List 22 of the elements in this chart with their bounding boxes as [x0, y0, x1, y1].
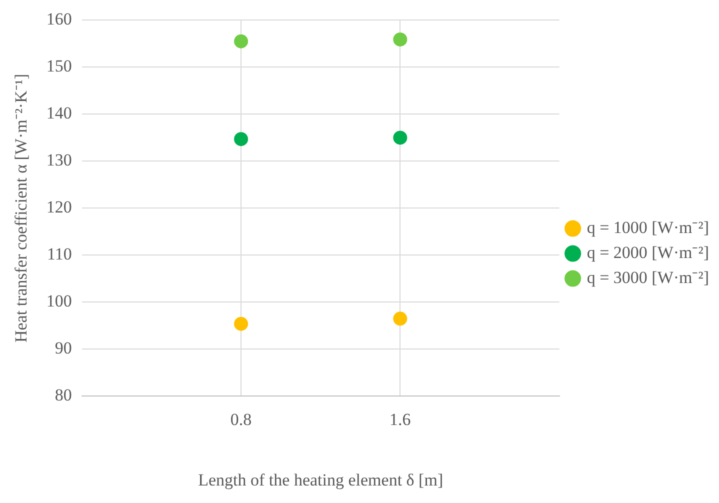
y-tick-label: 140	[46, 104, 72, 123]
legend-label: q = 3000 [W·m⁻²]	[586, 268, 709, 287]
x-tick-label: 0.8	[230, 410, 252, 429]
y-tick-label: 160	[46, 10, 72, 29]
y-tick-label: 90	[54, 338, 72, 358]
point	[234, 34, 248, 48]
legend-label: q = 1000 [W·m⁻²]	[586, 218, 709, 237]
y-tick-label: 130	[46, 150, 72, 170]
legend-label: q = 2000 [W·m⁻²]	[586, 242, 709, 262]
x-axis-title: Length of the heating element δ [m]	[198, 470, 444, 490]
y-tick-label: 80	[54, 386, 72, 405]
point	[234, 316, 248, 331]
y-tick-label: 150	[46, 56, 72, 76]
point	[393, 312, 408, 326]
x-tick-label: 1.6	[390, 410, 411, 429]
y-tick-label: 100	[46, 292, 72, 311]
point	[234, 132, 248, 146]
y-axis-title: Heat transfer coefficient α [W·m⁻²·K⁻¹]	[12, 74, 31, 343]
point	[393, 32, 408, 46]
y-tick-label: 110	[47, 244, 72, 264]
point	[393, 130, 408, 145]
y-tick-label: 120	[46, 198, 72, 217]
